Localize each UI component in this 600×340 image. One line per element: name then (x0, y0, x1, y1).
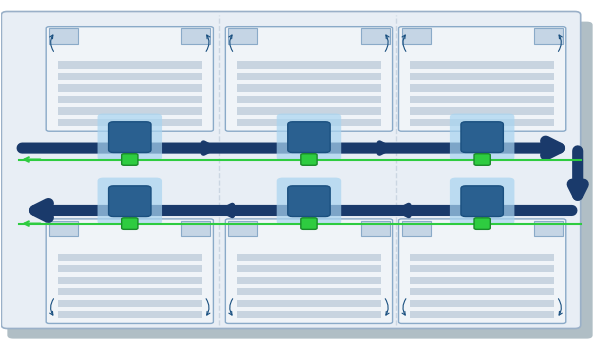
FancyBboxPatch shape (474, 154, 490, 165)
Bar (237, 107, 381, 115)
FancyBboxPatch shape (109, 186, 151, 217)
Bar (410, 277, 554, 284)
Bar (58, 73, 202, 80)
Bar (237, 300, 381, 307)
Bar (58, 119, 202, 126)
FancyBboxPatch shape (474, 218, 490, 230)
Bar (410, 73, 554, 80)
Bar (58, 265, 202, 272)
Bar (237, 61, 381, 69)
Bar (58, 311, 202, 318)
Bar (58, 84, 202, 91)
FancyBboxPatch shape (7, 22, 593, 339)
Bar (237, 311, 381, 318)
FancyBboxPatch shape (301, 218, 317, 230)
Bar (237, 73, 381, 80)
Polygon shape (401, 221, 431, 236)
Polygon shape (229, 221, 257, 236)
Bar (410, 84, 554, 91)
Bar (58, 254, 202, 261)
Bar (58, 61, 202, 69)
Polygon shape (534, 28, 563, 44)
FancyBboxPatch shape (46, 219, 214, 323)
Bar (237, 288, 381, 295)
FancyBboxPatch shape (46, 27, 214, 131)
Polygon shape (181, 221, 211, 236)
FancyBboxPatch shape (398, 219, 566, 323)
Polygon shape (49, 28, 78, 44)
FancyBboxPatch shape (98, 114, 162, 161)
Bar (237, 265, 381, 272)
Bar (237, 254, 381, 261)
Bar (410, 96, 554, 103)
Polygon shape (181, 28, 211, 44)
Polygon shape (49, 221, 78, 236)
FancyBboxPatch shape (122, 218, 138, 230)
Bar (58, 288, 202, 295)
Polygon shape (401, 28, 431, 44)
Bar (237, 84, 381, 91)
Bar (58, 277, 202, 284)
Bar (410, 61, 554, 69)
Bar (237, 277, 381, 284)
FancyBboxPatch shape (398, 27, 566, 131)
Bar (410, 300, 554, 307)
Bar (410, 107, 554, 115)
FancyBboxPatch shape (288, 122, 330, 152)
FancyBboxPatch shape (277, 177, 341, 225)
Polygon shape (361, 28, 389, 44)
FancyBboxPatch shape (288, 186, 330, 217)
FancyBboxPatch shape (122, 154, 138, 165)
Bar (58, 300, 202, 307)
Polygon shape (361, 221, 389, 236)
FancyBboxPatch shape (98, 177, 162, 225)
FancyBboxPatch shape (226, 219, 392, 323)
FancyBboxPatch shape (1, 12, 581, 328)
Bar (410, 311, 554, 318)
Polygon shape (534, 221, 563, 236)
Bar (58, 96, 202, 103)
Bar (237, 96, 381, 103)
FancyBboxPatch shape (450, 177, 514, 225)
FancyBboxPatch shape (450, 114, 514, 161)
FancyBboxPatch shape (301, 154, 317, 165)
FancyBboxPatch shape (461, 186, 503, 217)
Bar (58, 107, 202, 115)
Bar (237, 119, 381, 126)
Polygon shape (229, 28, 257, 44)
FancyBboxPatch shape (461, 122, 503, 152)
FancyBboxPatch shape (277, 114, 341, 161)
FancyBboxPatch shape (226, 27, 392, 131)
Bar (410, 119, 554, 126)
Bar (410, 265, 554, 272)
Bar (410, 254, 554, 261)
FancyBboxPatch shape (109, 122, 151, 152)
Bar (410, 288, 554, 295)
